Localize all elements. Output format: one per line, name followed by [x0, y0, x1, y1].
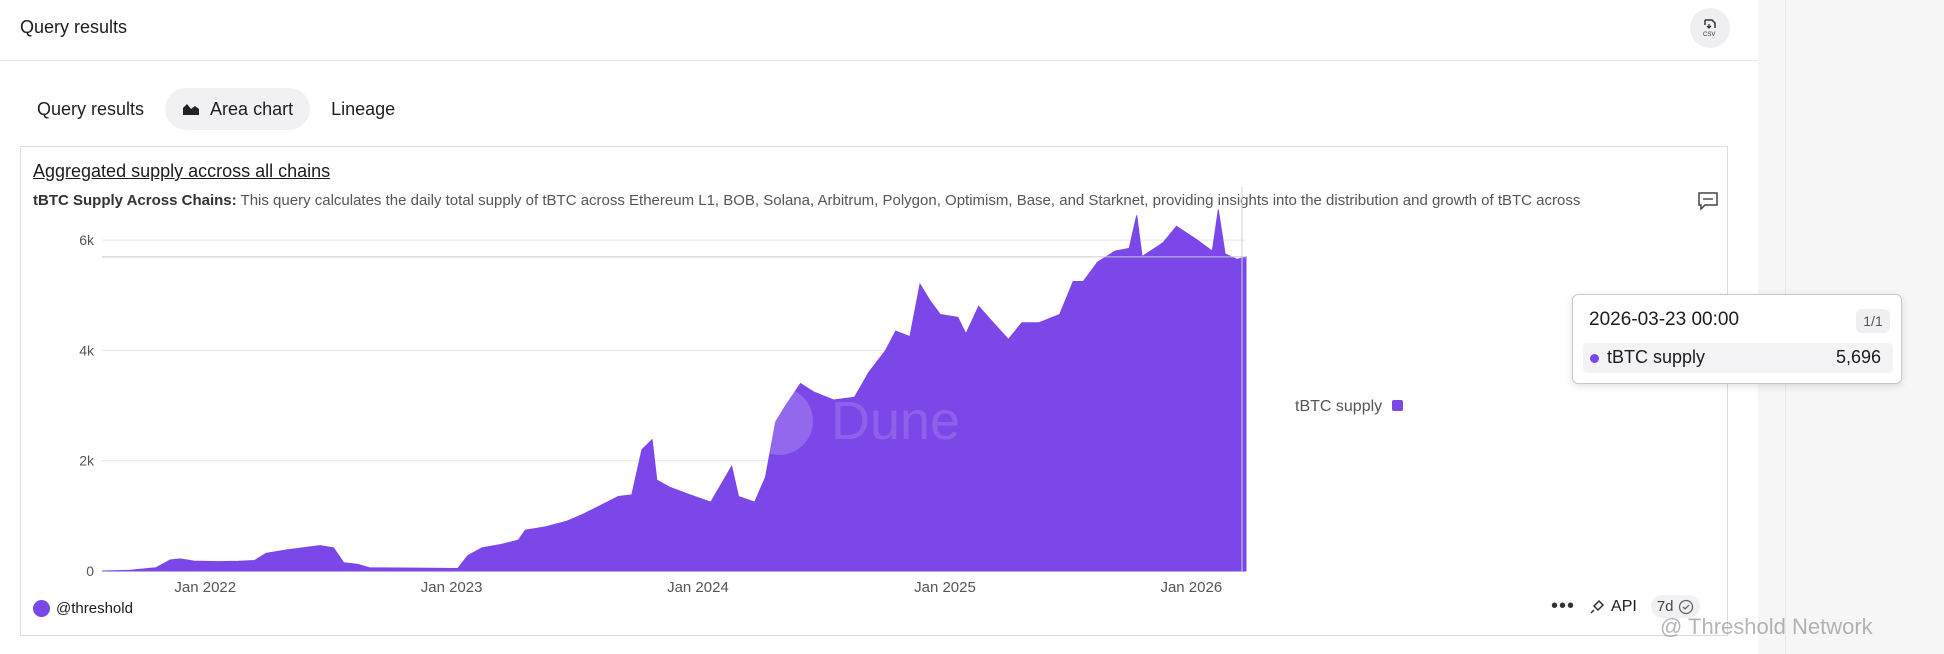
refresh-schedule-badge[interactable]: 7d	[1650, 595, 1700, 618]
area-chart: 0 2k 4k 6k Jan 2022 Jan 2023 Jan 2024 Jan 2025 J…	[79, 187, 1403, 596]
footer-actions: ••• API 7d	[1551, 595, 1700, 618]
more-options-button[interactable]: •••	[1551, 595, 1576, 617]
y-tick-label: 2k	[79, 453, 95, 469]
view-tabs: Query results Area chart Lineage	[20, 88, 412, 130]
tab-query-results[interactable]: Query results	[20, 88, 161, 130]
query-results-panel: Query results CSV Query results Area cha…	[0, 0, 1902, 636]
download-csv-button[interactable]: CSV	[1690, 8, 1730, 48]
tooltip-date: 2026-03-23 00:00	[1589, 309, 1740, 330]
tooltip-series-row: tBTC supply 5,696	[1583, 343, 1893, 373]
tab-area-chart-label: Area chart	[210, 98, 294, 119]
svg-text:CSV: CSV	[1703, 32, 1715, 38]
tooltip-series-value: 5,696	[1835, 347, 1881, 367]
owner-avatar	[33, 600, 50, 617]
tab-area-chart[interactable]: Area chart	[165, 88, 311, 130]
chart-card: Aggregated supply accross all chains tBT…	[20, 146, 1728, 636]
chart-watermark: Dune	[831, 391, 960, 451]
dune-logo-icon	[745, 387, 813, 455]
source-watermark: @ Threshold Network	[1660, 614, 1873, 640]
legend-label: tBTC supply	[1295, 398, 1382, 415]
plug-icon	[1590, 599, 1605, 614]
refresh-interval: 7d	[1656, 598, 1674, 615]
description-text: This query calculates the daily total su…	[236, 192, 1581, 209]
legend-swatch	[1392, 400, 1403, 411]
x-tick-label: Jan 2025	[914, 579, 976, 596]
x-tick-label: Jan 2023	[421, 579, 483, 596]
x-tick-label: Jan 2022	[174, 579, 236, 596]
tab-lineage-label: Lineage	[331, 98, 396, 119]
tooltip-page-badge: 1/1	[1856, 309, 1890, 333]
panel-header: Query results CSV	[0, 0, 1758, 61]
api-button[interactable]: API	[1589, 598, 1637, 616]
chart-title-link[interactable]: Aggregated supply accross all chains	[33, 161, 331, 181]
owner-link[interactable]: @threshold	[33, 600, 133, 617]
y-tick-label: 4k	[79, 342, 95, 358]
page-title: Query results	[20, 17, 128, 37]
tooltip-series-label: tBTC supply	[1607, 347, 1706, 367]
y-tick-label: 0	[86, 563, 94, 579]
chart-tooltip: 2026-03-23 00:00 1/1 tBTC supply 5,696	[1572, 294, 1902, 384]
download-csv-icon: CSV	[1703, 19, 1716, 38]
api-label: API	[1611, 597, 1637, 615]
x-tick-label: Jan 2026	[1160, 579, 1222, 596]
x-tick-label: Jan 2024	[667, 579, 729, 596]
area-chart-icon	[183, 104, 200, 115]
description-heading: tBTC Supply Across Chains:	[33, 192, 237, 209]
y-tick-label: 6k	[79, 232, 95, 248]
chart-description: tBTC Supply Across Chains: This query ca…	[33, 192, 1693, 209]
comment-icon[interactable]	[1697, 191, 1719, 211]
tab-lineage[interactable]: Lineage	[314, 88, 412, 130]
series-area-tbtc-supply	[101, 209, 1247, 572]
tab-query-results-label: Query results	[37, 98, 145, 119]
owner-handle: @threshold	[56, 600, 133, 617]
watermark-text: @ Threshold Network	[1660, 614, 1873, 639]
series-color-dot	[1590, 354, 1599, 363]
check-circle-icon	[1678, 599, 1693, 614]
